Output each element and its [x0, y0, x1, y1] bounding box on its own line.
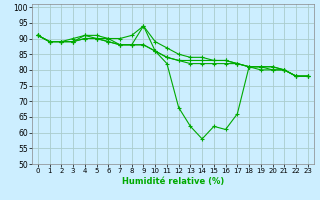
X-axis label: Humidité relative (%): Humidité relative (%) — [122, 177, 224, 186]
